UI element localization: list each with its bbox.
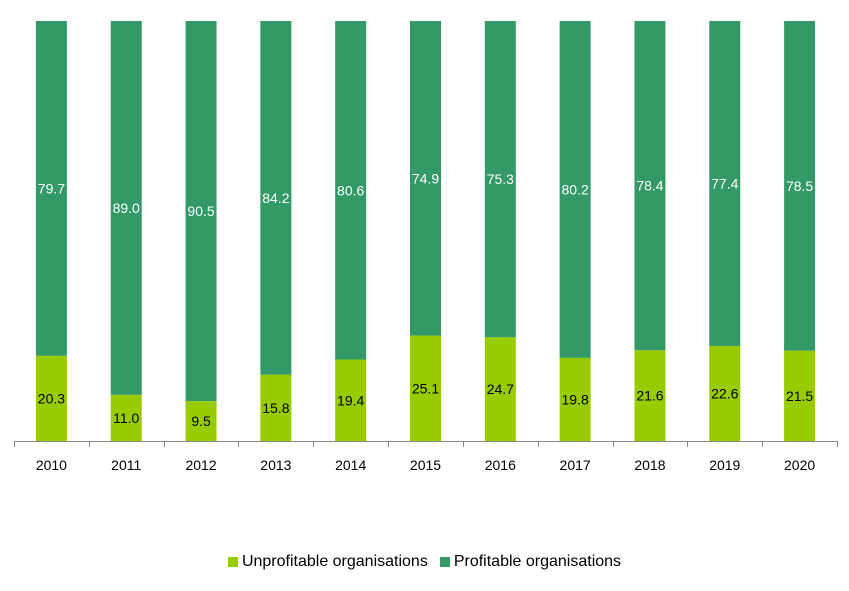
- data-label-unprofitable-2018: 21.6: [636, 388, 663, 404]
- bar-unprofitable-2014: [335, 359, 367, 441]
- data-label-profitable-2015: 74.9: [412, 170, 439, 186]
- bar-unprofitable-2019: [709, 346, 741, 441]
- data-label-profitable-2017: 80.2: [562, 181, 589, 197]
- data-label-profitable-2020: 78.5: [786, 178, 813, 194]
- bar-unprofitable-2010: [35, 355, 67, 441]
- bar-unprofitable-2013: [260, 374, 292, 441]
- bar-profitable-2017: [559, 21, 591, 358]
- bar-profitable-2019: [709, 21, 741, 347]
- data-label-profitable-2016: 75.3: [487, 171, 514, 187]
- x-tick-label-2011: 2011: [111, 457, 141, 473]
- legend-label: Unprofitable organisations: [241, 553, 428, 570]
- data-label-unprofitable-2020: 21.5: [786, 388, 813, 404]
- bar-profitable-2016: [484, 21, 516, 338]
- data-label-profitable-2010: 79.7: [38, 180, 65, 196]
- bar-profitable-2015: [410, 21, 441, 336]
- data-label-unprofitable-2015: 25.1: [412, 380, 439, 396]
- legend-swatch: [227, 557, 238, 567]
- data-label-profitable-2013: 84.2: [262, 190, 289, 206]
- x-tick-label-2015: 2015: [410, 457, 441, 473]
- x-tick-label-2017: 2017: [560, 457, 591, 473]
- data-label-profitable-2019: 77.4: [711, 176, 738, 192]
- x-tick-label-2016: 2016: [485, 457, 516, 473]
- x-tick-label-2014: 2014: [335, 457, 366, 473]
- bar-profitable-2012: [185, 21, 217, 402]
- bar-profitable-2010: [35, 21, 67, 356]
- legend: Unprofitable organisations Profitable org…: [0, 553, 849, 571]
- x-tick-label-2018: 2018: [634, 457, 665, 473]
- bar-unprofitable-2017: [559, 357, 591, 441]
- bar-profitable-2014: [335, 21, 367, 360]
- legend-item-profitable: Profitable organisations: [439, 553, 622, 571]
- bar-profitable-2013: [260, 21, 292, 375]
- bar-unprofitable-2016: [484, 337, 516, 441]
- x-tick-label-2020: 2020: [784, 457, 815, 473]
- data-label-unprofitable-2011: 11.0: [113, 410, 139, 426]
- legend-item-unprofitable: Unprofitable organisations: [227, 553, 428, 571]
- data-label-profitable-2011: 89.0: [113, 200, 140, 216]
- bar-unprofitable-2012: [185, 401, 217, 441]
- data-label-unprofitable-2019: 22.6: [711, 386, 738, 402]
- data-label-profitable-2018: 78.4: [636, 178, 663, 194]
- x-tick-label-2012: 2012: [185, 457, 216, 473]
- x-tick-label-2019: 2019: [709, 457, 740, 473]
- data-label-unprofitable-2012: 9.5: [191, 413, 211, 429]
- legend-label: Profitable organisations: [453, 553, 622, 570]
- bar-unprofitable-2011: [110, 394, 142, 441]
- x-tick-label-2013: 2013: [260, 457, 291, 473]
- bar-profitable-2020: [784, 21, 816, 351]
- data-label-unprofitable-2014: 19.4: [337, 392, 364, 408]
- bar-profitable-2018: [634, 21, 666, 351]
- data-label-unprofitable-2017: 19.8: [562, 391, 589, 407]
- bar-unprofitable-2020: [784, 350, 816, 441]
- legend-swatch: [439, 557, 450, 567]
- data-label-unprofitable-2013: 15.8: [262, 400, 289, 416]
- data-label-unprofitable-2016: 24.7: [487, 381, 514, 397]
- data-label-unprofitable-2010: 20.3: [38, 390, 65, 406]
- bar-unprofitable-2015: [410, 335, 441, 441]
- bar-unprofitable-2018: [634, 350, 666, 441]
- bar-profitable-2011: [110, 21, 142, 395]
- x-tick-label-2010: 2010: [36, 457, 67, 473]
- data-label-profitable-2012: 90.5: [187, 203, 214, 219]
- data-label-profitable-2014: 80.6: [337, 182, 364, 198]
